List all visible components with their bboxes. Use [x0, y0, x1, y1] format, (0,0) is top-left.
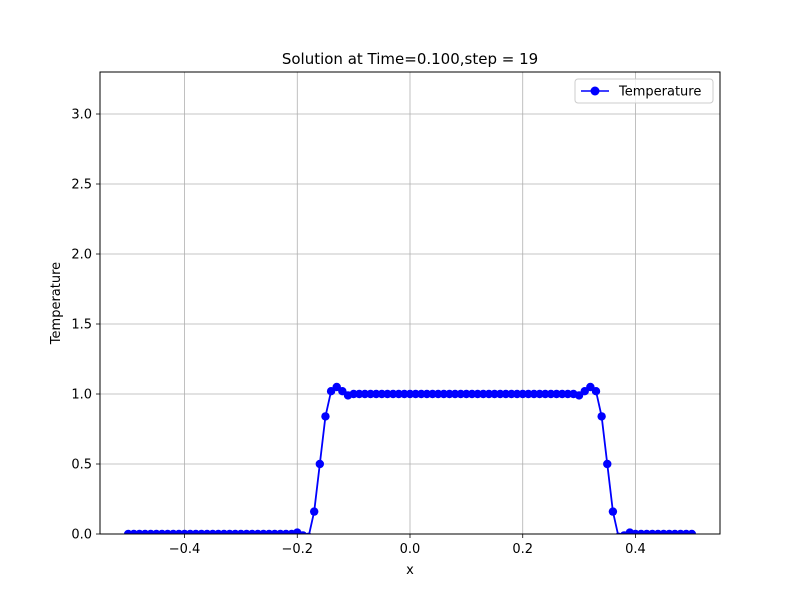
data-point	[309, 507, 319, 516]
plot-data	[123, 382, 697, 534]
data-point	[591, 387, 601, 396]
data-point	[315, 459, 325, 469]
data-point	[321, 412, 330, 421]
chart-title: Solution at Time=0.100,step = 19	[282, 50, 538, 68]
y-axis-label: Temperature	[49, 262, 64, 345]
legend-label: Temperature	[618, 85, 701, 100]
y-tick-label: 1.5	[71, 318, 92, 333]
x-tick-label: 0.4	[625, 542, 646, 557]
ticks: −0.4 −0.2 0.0 0.2 0.4 0.0 0.5 1.0 1.5 2.0 2.5 3.0	[71, 108, 645, 558]
x-tick-label: −0.2	[281, 542, 313, 557]
x-tick-label: −0.4	[169, 542, 201, 557]
data-point	[293, 528, 302, 534]
data-point	[298, 531, 307, 534]
data-point	[608, 507, 618, 516]
data-point	[597, 412, 606, 421]
y-tick-label: 2.0	[71, 248, 92, 263]
legend: Temperature	[574, 78, 714, 104]
x-tick-label: 0.2	[512, 542, 533, 557]
x-axis-label: x	[406, 563, 414, 578]
data-point	[687, 529, 697, 534]
data-point	[603, 459, 612, 469]
y-tick-label: 0.0	[71, 528, 92, 543]
y-tick-label: 1.0	[71, 388, 92, 403]
grid	[100, 72, 720, 535]
x-tick-label: 0.0	[400, 542, 421, 557]
y-tick-label: 0.5	[71, 458, 92, 473]
y-tick-label: 3.0	[71, 108, 92, 123]
legend-marker-swatch	[590, 86, 600, 96]
y-tick-label: 2.5	[71, 178, 92, 193]
legend-box	[574, 78, 714, 104]
